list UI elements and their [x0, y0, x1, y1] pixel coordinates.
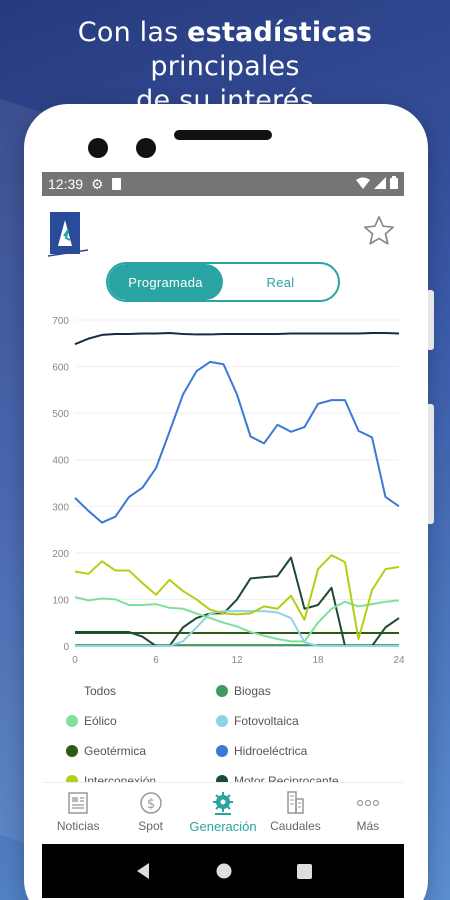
phone-side-button	[428, 290, 434, 350]
nav-noticias[interactable]: Noticias	[42, 783, 114, 842]
generation-line-chart: 0 100 200 300 400 500 600 700 0 6 12 18 24	[52, 316, 404, 666]
app-bar	[42, 196, 404, 266]
legend-item[interactable]: Todos	[84, 682, 116, 700]
series-line-hidroel-ctrica	[74, 360, 400, 524]
legend-swatch	[66, 775, 78, 782]
series-line-fotovoltaica	[75, 610, 399, 647]
series-line-interconexi-n	[74, 554, 400, 641]
legend-item[interactable]: Interconexión	[66, 772, 156, 782]
building-icon	[287, 791, 305, 814]
company-logo-icon	[46, 210, 90, 258]
y-tick-label: 600	[52, 363, 69, 374]
legend-swatch	[66, 715, 78, 727]
battery-icon	[390, 176, 398, 192]
legend-label: Todos	[84, 684, 117, 698]
camera-icon	[136, 138, 156, 158]
sd-card-icon	[111, 178, 121, 190]
y-tick-label: 100	[52, 595, 69, 606]
legend-item[interactable]: Eólico	[66, 712, 117, 730]
settings-status-icon: ⚙	[91, 175, 104, 192]
newspaper-icon	[68, 792, 88, 814]
legend-swatch	[216, 715, 228, 727]
headline-text: Con las	[77, 17, 188, 48]
legend-swatch	[216, 775, 228, 782]
nav-label: Más	[356, 819, 380, 833]
legend-item[interactable]: Fotovoltaica	[216, 712, 299, 730]
home-icon[interactable]	[216, 863, 232, 879]
status-time: 12:39	[48, 176, 84, 192]
promo-headline: Con las estadísticas principales de su i…	[0, 16, 450, 118]
series-line-e-lico	[74, 596, 400, 643]
nav-spot[interactable]: $ Spot	[114, 783, 186, 842]
more-icon	[356, 799, 379, 807]
legend-swatch	[216, 745, 228, 757]
y-tick-label: 0	[63, 642, 69, 653]
toggle-real[interactable]: Real	[266, 274, 295, 290]
x-tick-label: 12	[231, 655, 243, 666]
legend-swatch	[216, 685, 228, 697]
legend-label: Geotérmica	[84, 744, 147, 758]
legend-label: Fotovoltaica	[234, 714, 299, 728]
y-tick-label: 400	[52, 456, 69, 467]
nav-generacion[interactable]: Generación	[187, 783, 259, 842]
legend-label: Biogas	[234, 684, 271, 698]
nav-label: Generación	[189, 819, 257, 834]
recents-icon[interactable]	[296, 863, 312, 879]
legend-item[interactable]: Biogas	[216, 682, 271, 700]
headline-bold: estadísticas	[187, 17, 373, 48]
series-line-todos	[74, 332, 400, 346]
status-bar: 12:39 ⚙	[42, 172, 404, 196]
gear-icon	[213, 792, 234, 815]
bottom-navigation: Noticias $ Spot Generación Caudales Más	[42, 782, 404, 842]
x-tick-label: 18	[312, 655, 324, 666]
phone-side-button	[428, 404, 434, 524]
nav-caudales[interactable]: Caudales	[259, 783, 331, 842]
x-tick-label: 0	[72, 655, 78, 666]
chart-legend: Todos Biogas Eólico Fotovoltaica Geotérmica H…	[42, 674, 404, 782]
nav-label: Noticias	[56, 819, 100, 833]
headline-text: principales	[150, 51, 300, 82]
legend-label: Eólico	[84, 714, 117, 728]
x-tick-label: 24	[393, 655, 404, 666]
legend-item[interactable]: Geotérmica	[66, 742, 146, 760]
legend-item[interactable]: Hidroeléctrica	[216, 742, 307, 760]
legend-label: Interconexión	[84, 774, 157, 782]
schedule-toggle: Programada Real	[106, 262, 340, 302]
favorite-star-icon[interactable]	[362, 214, 396, 248]
y-tick-label: 500	[52, 409, 69, 420]
app-screen: 12:39 ⚙ Programad	[42, 172, 404, 844]
nav-mas[interactable]: Más	[332, 783, 404, 842]
dollar-icon: $	[139, 792, 162, 814]
x-tick-label: 6	[153, 655, 159, 666]
legend-label: Hidroeléctrica	[234, 744, 308, 758]
nav-label: Spot	[138, 819, 163, 833]
wifi-icon	[356, 176, 370, 192]
android-navigation-bar	[42, 844, 404, 898]
legend-label: Motor Reciprocante	[234, 774, 339, 782]
speaker-grille	[174, 130, 272, 140]
signal-icon	[374, 176, 386, 192]
legend-swatch	[66, 745, 78, 757]
nav-label: Caudales	[270, 819, 321, 833]
y-tick-label: 200	[52, 549, 69, 560]
camera-icon	[88, 138, 108, 158]
y-tick-label: 300	[52, 502, 69, 513]
legend-item[interactable]: Motor Reciprocante	[216, 772, 339, 782]
svg-text:$: $	[146, 797, 154, 812]
y-tick-label: 700	[52, 316, 69, 327]
back-icon[interactable]	[135, 862, 151, 880]
toggle-programada[interactable]: Programada	[108, 264, 223, 300]
